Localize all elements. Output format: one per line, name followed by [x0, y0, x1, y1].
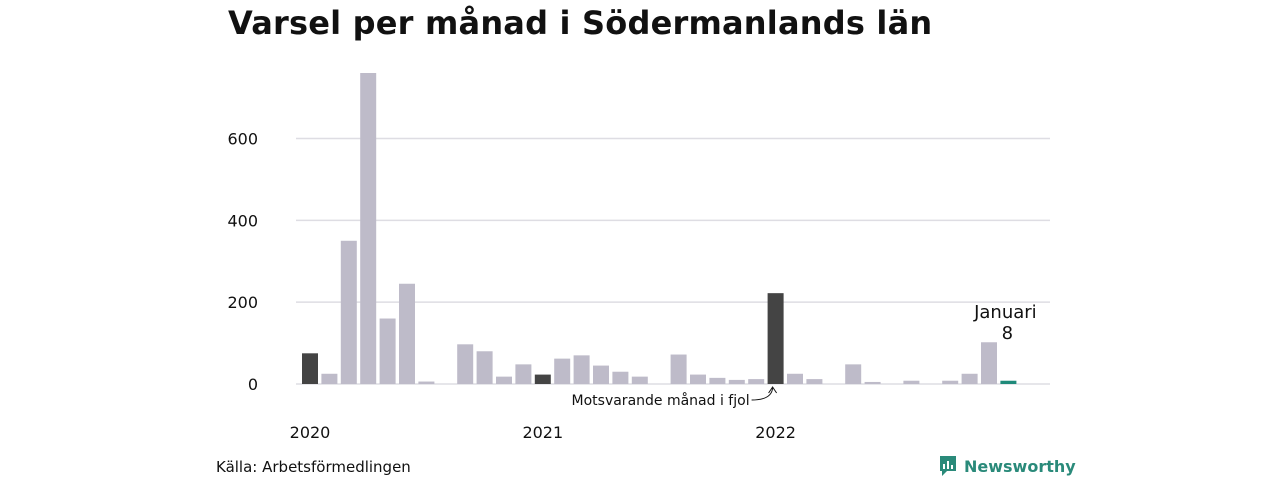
brand-logo[interactable]: Newsworthy: [938, 455, 1076, 477]
bar-2020-04: [360, 73, 377, 384]
bar-2021-01: [534, 374, 551, 384]
source-label: Källa: Arbetsförmedlingen: [216, 458, 411, 476]
bar-2020-02: [321, 373, 338, 384]
x-year-label: 2022: [755, 423, 796, 442]
bar-2020-11: [496, 376, 512, 384]
latest-value-label: 8: [1002, 323, 1013, 344]
bar-2021-03: [573, 355, 590, 384]
bar-2023-01: [1000, 380, 1017, 384]
bar-2020-07: [418, 381, 435, 384]
bar-2022-02: [787, 373, 803, 384]
bar-2021-05: [612, 371, 629, 384]
bar-2020-06: [399, 283, 415, 384]
bar-2022-10: [942, 380, 959, 384]
bar-2020-10: [476, 351, 493, 384]
bar-2020-01: [302, 353, 318, 384]
bars: [302, 73, 1017, 384]
bar-2021-10: [709, 377, 726, 384]
bar-2022-12: [981, 342, 997, 384]
y-tick-label: 400: [227, 211, 258, 230]
bar-2020-03: [340, 240, 357, 384]
y-tick-label: 200: [227, 293, 258, 312]
latest-month-label: Januari: [973, 302, 1037, 323]
bar-2020-05: [379, 318, 396, 384]
bar-2022-08: [903, 380, 920, 384]
bar-2020-12: [515, 364, 532, 384]
brand-name: Newsworthy: [964, 456, 1076, 476]
y-tick-label: 600: [227, 129, 258, 148]
previous-year-annotation: Motsvarande månad i fjol: [572, 392, 750, 409]
chart-title: Varsel per månad i Södermanlands län: [228, 4, 933, 42]
newsworthy-logo-icon: [940, 456, 956, 476]
bar-2022-11: [961, 373, 978, 384]
bar-2021-06: [631, 376, 648, 384]
bar-2021-08: [670, 354, 687, 384]
annotations: Motsvarande månad i fjol Januari 8: [572, 302, 1037, 409]
bar-2021-12: [748, 379, 765, 384]
bar-2022-06: [864, 381, 881, 384]
y-axis-ticks: 0 200 400 600: [227, 129, 258, 394]
bar-2022-05: [845, 364, 862, 384]
bar-2020-09: [457, 344, 474, 384]
y-tick-label: 0: [248, 375, 258, 394]
bar-2022-03: [806, 379, 823, 384]
annotation-arrow: [751, 386, 778, 401]
bar-2021-09: [690, 374, 706, 384]
bar-2022-01: [767, 293, 784, 384]
bar-2021-11: [728, 379, 745, 384]
bar-2021-04: [593, 365, 609, 384]
x-year-label: 2020: [290, 423, 331, 442]
bar-2021-02: [554, 358, 571, 384]
x-year-label: 2021: [522, 423, 563, 442]
x-axis-year-labels: 2020 2021 2022: [290, 423, 796, 442]
